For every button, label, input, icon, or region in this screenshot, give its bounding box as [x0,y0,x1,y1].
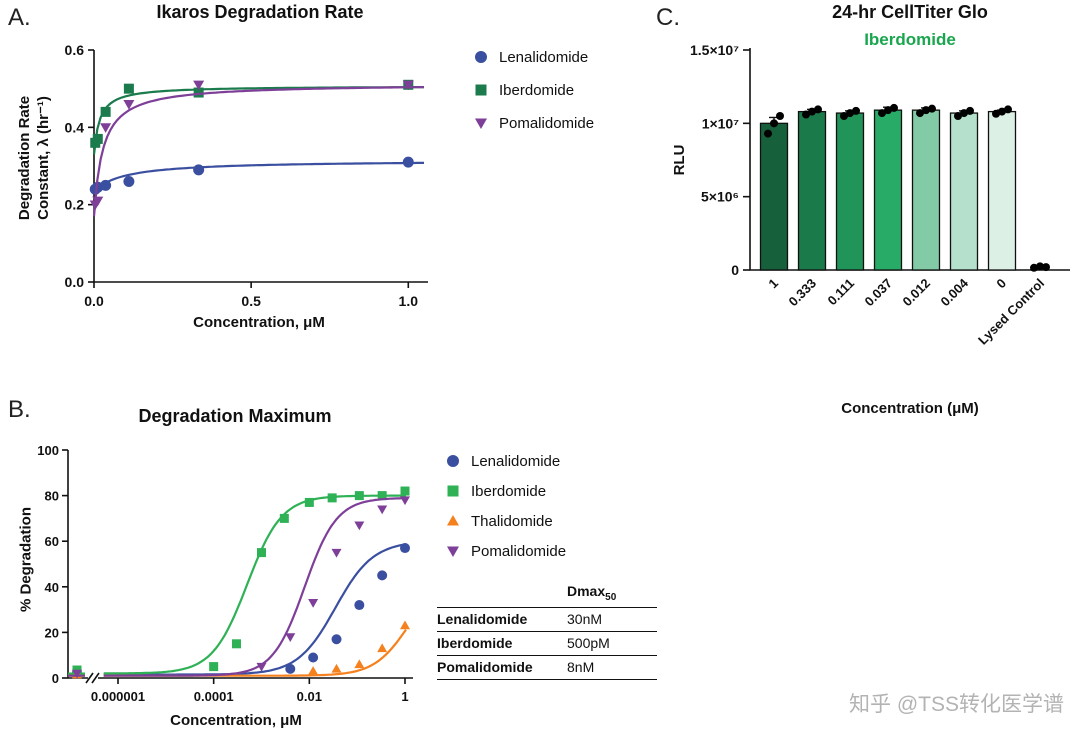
legend-label: Lenalidomide [499,48,589,66]
dmax-header-label: Dmax50 [567,583,617,603]
svg-text:60: 60 [45,534,59,549]
panel-a-label: A. [8,4,31,31]
dmax-row-iberdomide: Iberdomide 500pM [437,632,657,656]
svg-text:0.6: 0.6 [65,42,85,58]
triangle-down-marker-icon [447,546,459,557]
svg-text:1.0: 1.0 [399,293,419,309]
panel-a-plot: 0.0 0.2 0.4 0.6 0.0 0.5 1.0 [65,42,428,309]
svg-text:0.012: 0.012 [900,276,934,310]
svg-text:RLU: RLU [671,145,688,176]
legend-label: Thalidomide [471,512,553,530]
svg-text:1: 1 [765,276,781,292]
legend-item-iberdomide: Iberdomide [442,482,566,500]
watermark: 知乎 @TSS转化医学谱 [849,693,1064,716]
legend-label: Pomalidomide [499,114,595,132]
svg-text:1×10⁷: 1×10⁷ [702,115,740,131]
svg-text:0: 0 [993,276,1009,292]
legend-item-lenalidomide: Lenalidomide [442,452,566,470]
svg-text:0.0: 0.0 [84,293,104,309]
svg-text:1: 1 [401,689,408,704]
svg-text:20: 20 [45,625,59,640]
svg-text:0: 0 [731,262,739,278]
square-marker-icon [475,84,487,96]
panel-b-title: Degradation Maximum [138,406,332,426]
legend-item-pomalidomide: Pomalidomide [470,114,594,132]
svg-text:0.037: 0.037 [862,276,896,310]
svg-text:0.0001: 0.0001 [194,689,234,704]
panel-a-title: Ikaros Degradation Rate [156,2,364,22]
triangle-up-marker-icon [447,515,459,526]
panel-b-plot: 0 20 40 60 80 100 0.000001 0.0001 0.01 1 [37,443,413,704]
panel-b-legend: Lenalidomide Iberdomide Thalidomide Pomalid… [442,452,566,560]
panel-c-label: C. [656,4,680,31]
svg-text:0.5: 0.5 [241,293,261,309]
panel-b-x-axis-label: Concentration, μM [170,712,302,729]
circle-marker-icon [447,455,459,467]
svg-text:40: 40 [45,580,59,595]
legend-label: Iberdomide [499,81,575,99]
dmax-row-lenalidomide: Lenalidomide 30nM [437,608,657,632]
legend-label: Lenalidomide [471,452,561,470]
panel-b-label: B. [8,396,31,423]
svg-text:0.333: 0.333 [786,276,820,310]
circle-marker-icon [475,51,487,63]
panel-a-legend: Lenalidomide Iberdomide Pomalidomide [470,48,594,132]
dmax-table: Dmax50 Lenalidomide 30nM Iberdomide 500p… [437,580,657,680]
panel-a-x-axis-label: Concentration, μM [193,314,325,331]
svg-text:5×10⁶: 5×10⁶ [701,189,739,205]
svg-text:100: 100 [37,443,59,458]
svg-text:80: 80 [45,489,59,504]
svg-text:0.2: 0.2 [65,197,85,213]
panel-c-title: 24-hr CellTiter Glo [832,2,988,22]
svg-text:0.4: 0.4 [65,119,85,135]
triangle-down-marker-icon [475,118,487,129]
svg-text:0: 0 [52,671,59,686]
legend-item-pomalidomide: Pomalidomide [442,542,566,560]
legend-item-thalidomide: Thalidomide [442,512,566,530]
dmax-table-header: Dmax50 [437,580,657,608]
legend-label: Pomalidomide [471,542,567,560]
svg-text:1.5×10⁷: 1.5×10⁷ [690,42,739,58]
legend-item-iberdomide: Iberdomide [470,81,594,99]
dmax-row-pomalidomide: Pomalidomide 8nM [437,656,657,680]
svg-text:0.004: 0.004 [938,275,972,309]
svg-text:0.111: 0.111 [825,276,858,309]
legend-label: Iberdomide [471,482,547,500]
legend-item-lenalidomide: Lenalidomide [470,48,594,66]
svg-text:Lysed Control: Lysed Control [975,276,1047,348]
panel-c-x-axis-label: Concentration (μM) [841,400,979,417]
svg-text:0.0: 0.0 [65,274,85,290]
svg-text:0.000001: 0.000001 [91,689,145,704]
panel-c-subtitle: Iberdomide [864,30,956,49]
svg-text:0.01: 0.01 [297,689,322,704]
square-marker-icon [447,485,459,497]
